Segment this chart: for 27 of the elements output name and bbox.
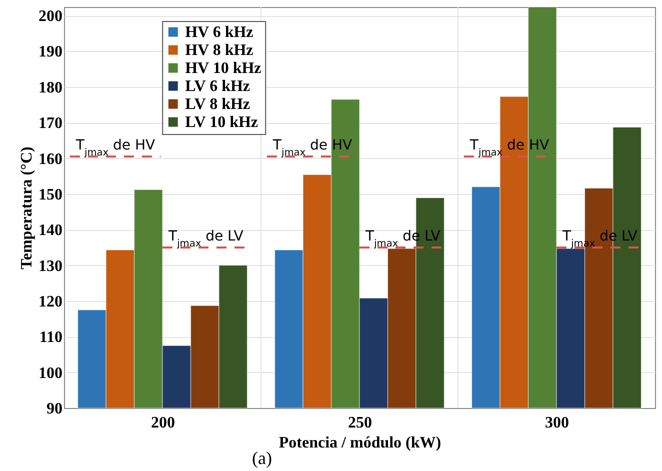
text: T$_{jmax}$ de HV [272,137,352,158]
y-axis-title: Temperatura (°C) [18,146,36,270]
y-tick-label: 130 [38,258,62,275]
y-tick-label: 170 [38,115,62,132]
legend-label: HV 6 kHz [185,24,254,41]
y-tick-label: 160 [38,150,62,168]
y-tick-label: 200 [38,8,62,26]
legend-label: HV 10 kHz [185,60,262,77]
text: (a) [252,448,272,468]
y-tick-label: 150 [38,186,62,204]
y-tick-label: 110 [39,329,62,346]
x-tick-label: 300 [545,414,569,432]
y-tick-label: 120 [38,293,62,310]
legend-label: HV 8 kHz [185,42,254,59]
ref-line-label: T$_{jmax}$ de LV [168,228,244,249]
y-tick-label: 140 [38,222,62,240]
ref-line-label: T$_{jmax}$ de HV [74,137,156,158]
x-tick-label: 250 [348,414,372,432]
legend-label: LV 8 kHz [185,96,250,113]
y-tick-label: 90 [46,400,62,418]
y-tick-label: 190 [38,44,62,61]
y-tick-label: 180 [38,79,62,96]
legend-label: LV 6 kHz [185,78,250,95]
x-axis-title: Potencia / módulo (kW) [278,434,442,452]
x-tick-label: 200 [151,414,175,432]
legend-label: LV 10 kHz [185,114,258,131]
y-tick-label: 100 [38,364,62,382]
